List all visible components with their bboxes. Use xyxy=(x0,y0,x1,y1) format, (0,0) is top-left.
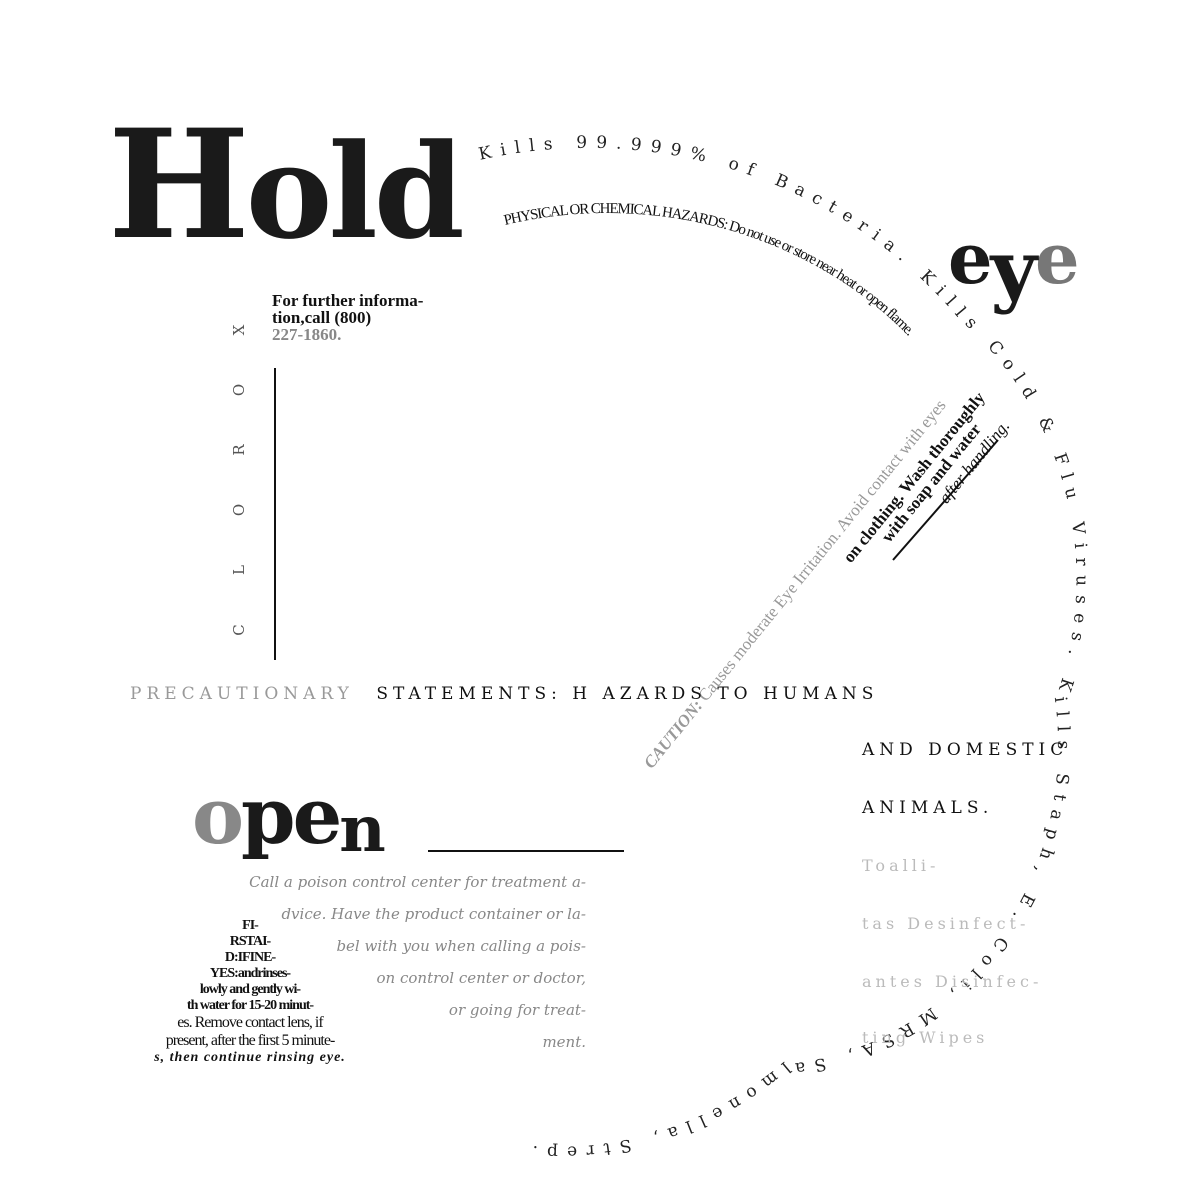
first-aid-line: RSTAI- xyxy=(229,934,271,949)
eye-headline: eye xyxy=(948,215,1080,310)
animals-line-2: ANIMALS. xyxy=(862,798,994,818)
eye-letter-e2: e xyxy=(1035,217,1080,300)
prec-gray: PRECAUTIONARY xyxy=(130,684,354,704)
info-line-3: 227-1860. xyxy=(272,325,342,344)
toallitas-line: Toalli- xyxy=(862,856,940,875)
info-line-2: tion,call (800) xyxy=(272,308,372,327)
prec-black: STATEMENTS: H AZARDS TO HUMANS xyxy=(376,684,879,704)
toallitas-line: antes Disinfec- xyxy=(862,972,1043,991)
hold-headline: Hold xyxy=(108,110,465,260)
first-aid-line: D:IFINE- xyxy=(224,950,276,965)
animals-line-1: AND DOMESTIC xyxy=(862,740,1069,760)
poison-line: ment. xyxy=(542,1033,586,1051)
open-letter-o: o xyxy=(192,771,244,862)
open-underline xyxy=(428,850,624,852)
info-line-1: For further informa- xyxy=(272,291,424,310)
poison-control-text: Call a poison control center for treatme… xyxy=(240,866,586,1058)
poison-line: dvice. Have the product container or la- xyxy=(281,905,586,923)
clorox-rule xyxy=(274,368,276,660)
open-letters-pe: pe xyxy=(241,771,342,862)
hold-rest: old xyxy=(245,115,465,268)
open-letter-n: n xyxy=(339,792,385,867)
toallitas-line: ting Wipes xyxy=(862,1028,989,1047)
first-aid-line: es. Remove contact lens, if xyxy=(177,1014,323,1031)
poison-line: or going for treat- xyxy=(448,1001,586,1019)
poison-line: Call a poison control center for treatme… xyxy=(249,873,586,891)
poison-line: on control center or doctor, xyxy=(376,969,586,987)
first-aid-last-line: s, then continue rinsing eye. xyxy=(154,1050,346,1065)
eye-letter-e1: e xyxy=(948,217,993,300)
first-aid-line: lowly and gently wi- xyxy=(199,982,301,997)
hold-first-letter: H xyxy=(108,97,250,273)
first-aid-line: present, after the first 5 minute- xyxy=(165,1032,336,1049)
first-aid-line: th water for 15-20 minut- xyxy=(186,998,314,1013)
first-aid-line: YES:andrinses- xyxy=(209,966,291,981)
contact-info: For further informa- tion,call (800) 227… xyxy=(272,292,423,343)
first-aid-line: FI- xyxy=(242,918,259,933)
precautionary-statements: PRECAUTIONARY STATEMENTS: H AZARDS TO HU… xyxy=(130,684,878,704)
caution-rule xyxy=(892,439,999,561)
eye-letter-y: y xyxy=(990,222,1038,316)
toallitas-line: tas Desinfect- xyxy=(862,914,1030,933)
open-headline: open xyxy=(192,778,386,862)
first-aid-pyramid: FI- RSTAI- D:IFINE- YES:andrinses- lowly… xyxy=(80,918,420,1066)
poison-line: bel with you when calling a pois- xyxy=(336,937,586,955)
